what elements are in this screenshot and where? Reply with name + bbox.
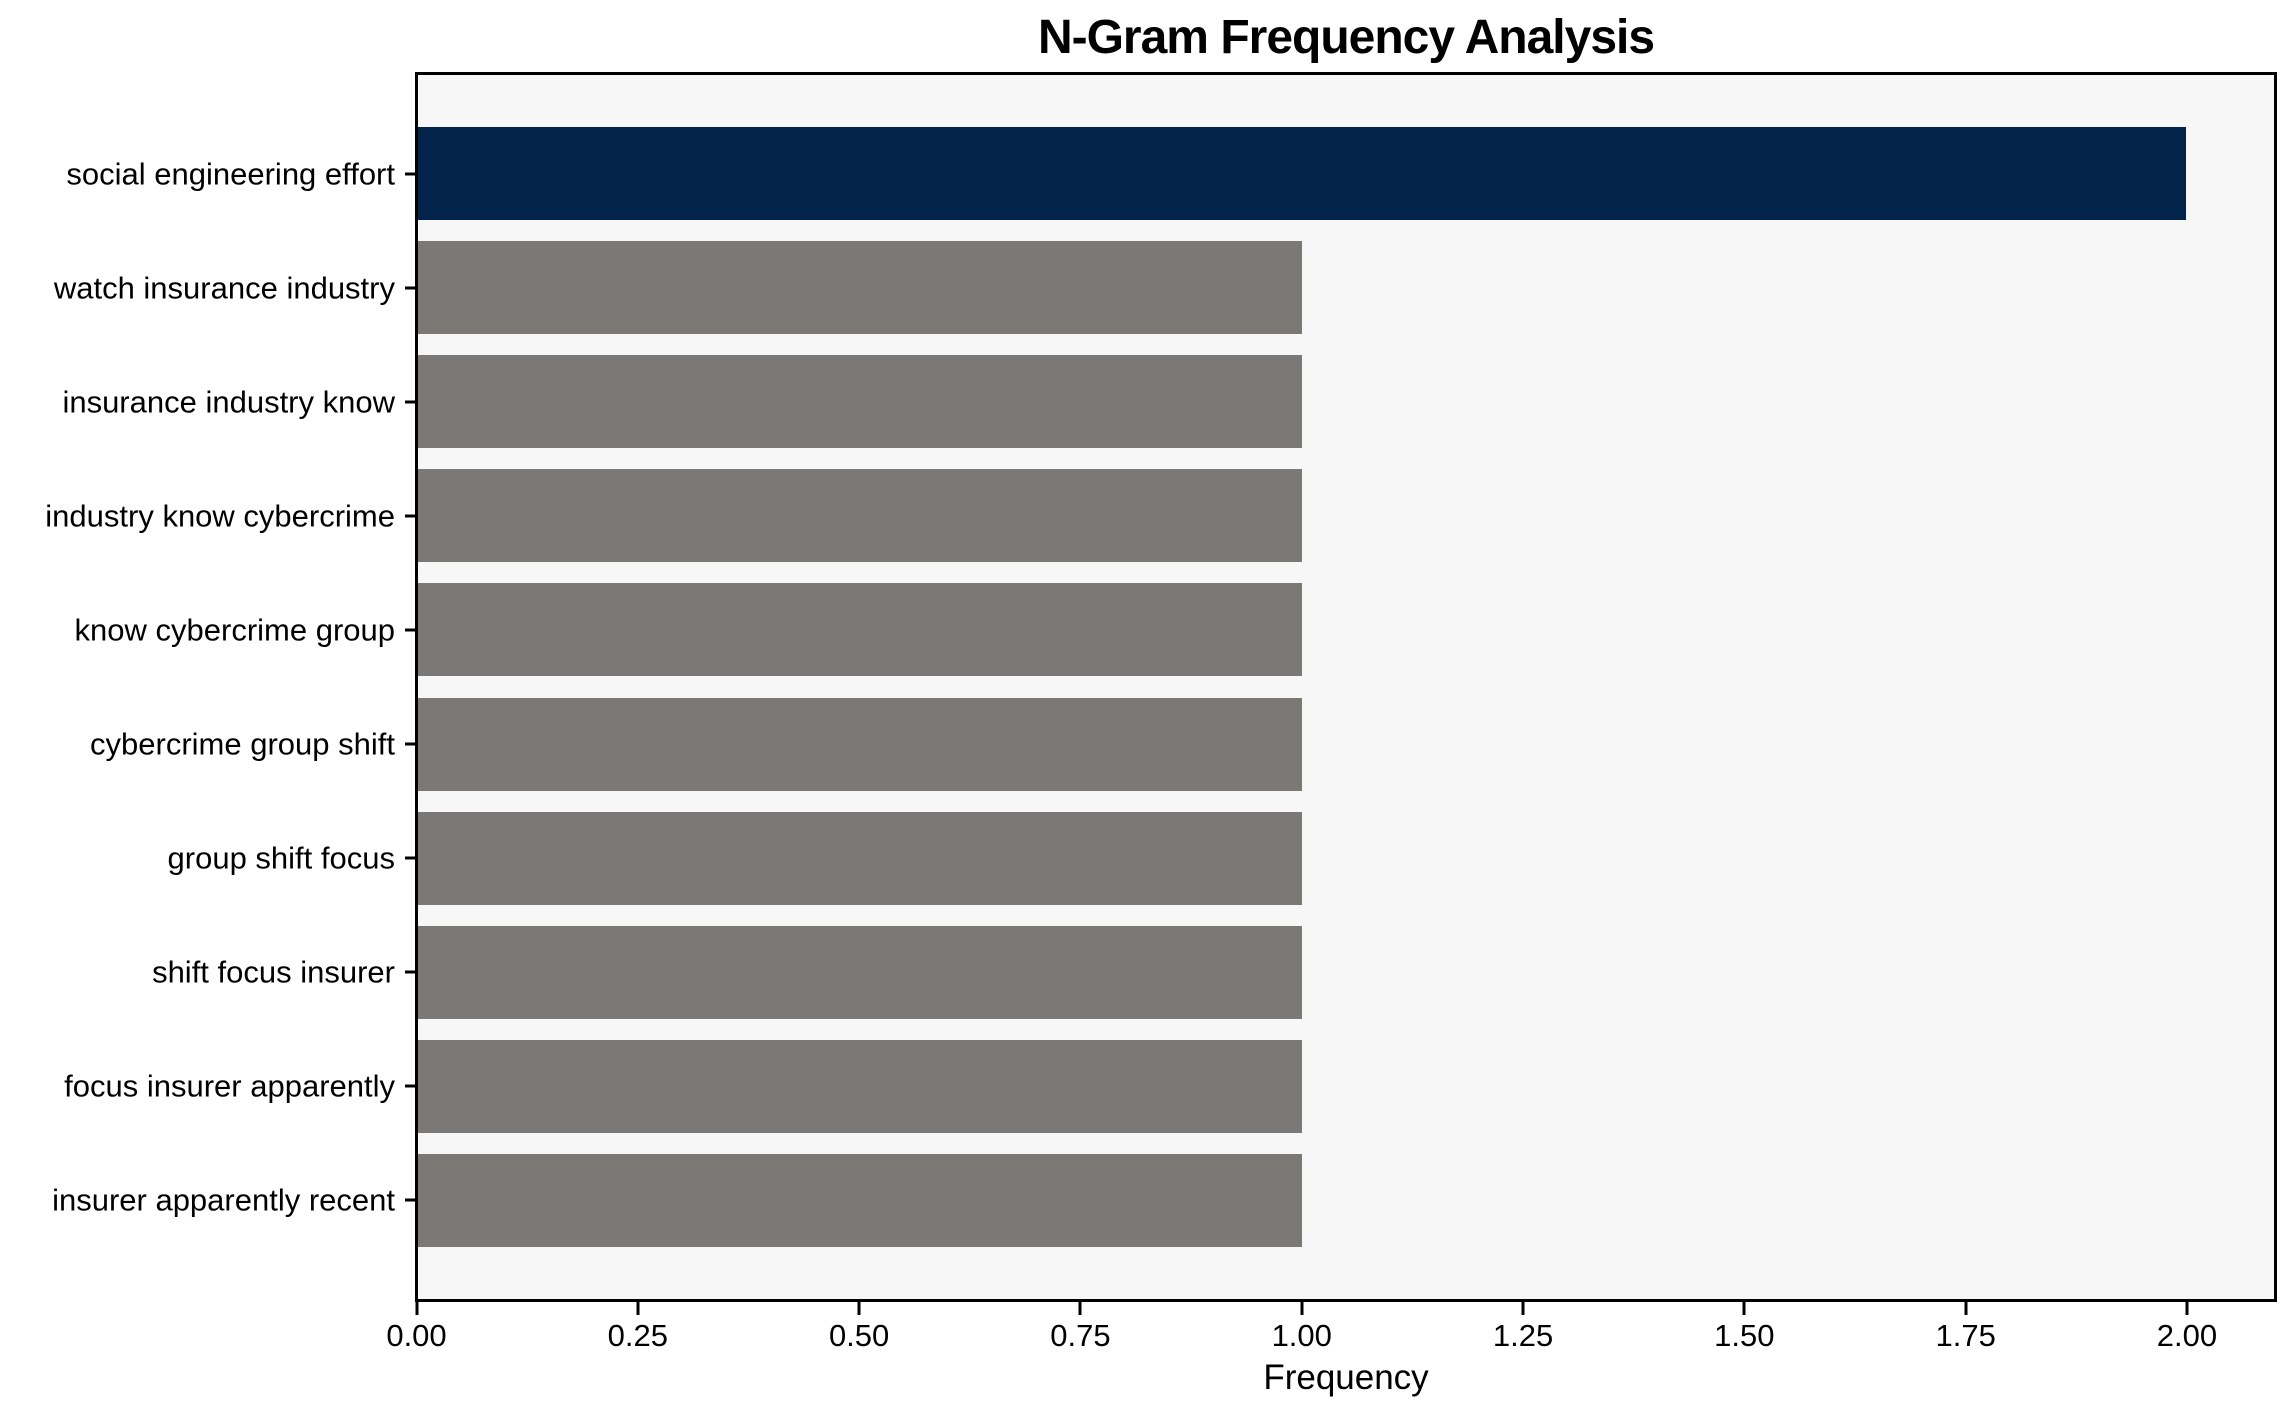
x-tick-label: 1.75 bbox=[1935, 1318, 1996, 1353]
y-tick-mark bbox=[405, 628, 415, 632]
x-tick-mark bbox=[1300, 1302, 1304, 1315]
y-tick-label: shift focus insurer bbox=[152, 954, 395, 990]
y-tick-mark bbox=[405, 1198, 415, 1202]
plot-area bbox=[415, 72, 2277, 1302]
y-tick-mark bbox=[405, 970, 415, 974]
y-tick-label: insurance industry know bbox=[62, 384, 395, 420]
y-tick-mark bbox=[405, 856, 415, 860]
x-tick-mark bbox=[1078, 1302, 1082, 1315]
x-axis-label: Frequency bbox=[1263, 1358, 1429, 1397]
x-tick-label: 1.50 bbox=[1714, 1318, 1775, 1353]
y-tick-label: industry know cybercrime bbox=[45, 498, 395, 534]
x-tick-mark bbox=[415, 1302, 418, 1315]
y-tick-label: social engineering effort bbox=[66, 156, 395, 191]
y-tick-mark bbox=[405, 742, 415, 746]
bar-insurer-apparently-recent bbox=[418, 1153, 1302, 1247]
bar-industry-know-cybercrime bbox=[418, 469, 1302, 563]
x-tick-mark bbox=[857, 1302, 861, 1315]
bar-shift-focus-insurer bbox=[418, 925, 1302, 1019]
x-tick-label: 0.50 bbox=[828, 1318, 890, 1353]
y-tick-mark bbox=[405, 286, 415, 290]
y-tick-label: group shift focus bbox=[167, 840, 395, 876]
y-tick-label: focus insurer apparently bbox=[64, 1068, 395, 1104]
x-tick-mark bbox=[1521, 1302, 1525, 1315]
y-tick-mark bbox=[405, 400, 415, 404]
x-tick-label: 2.00 bbox=[2156, 1318, 2218, 1353]
x-tick-mark bbox=[1964, 1302, 1968, 1315]
bar-focus-insurer-apparently bbox=[418, 1039, 1302, 1133]
bar-social-engineering-effort bbox=[418, 127, 2186, 220]
x-tick-label: 1.25 bbox=[1492, 1318, 1554, 1353]
bar-cybercrime-group-shift bbox=[418, 697, 1302, 791]
y-tick-label: cybercrime group shift bbox=[90, 726, 395, 762]
x-tick-label: 1.00 bbox=[1271, 1318, 1332, 1353]
y-tick-mark bbox=[405, 514, 415, 518]
bar-group-shift-focus bbox=[418, 811, 1302, 905]
y-tick-label: insurer apparently recent bbox=[52, 1182, 395, 1218]
bar-know-cybercrime-group bbox=[418, 583, 1302, 677]
bar-insurance-industry-know bbox=[418, 355, 1302, 449]
bars-container bbox=[418, 75, 2274, 1299]
x-tick-label: 0.00 bbox=[386, 1318, 447, 1353]
chart-title: N-Gram Frequency Analysis bbox=[1037, 11, 1655, 64]
y-tick-label: watch insurance industry bbox=[53, 270, 395, 306]
x-tick-label: 0.25 bbox=[607, 1318, 668, 1353]
x-tick-mark bbox=[2185, 1302, 2189, 1315]
x-tick-label: 0.75 bbox=[1050, 1318, 1111, 1353]
x-tick-mark bbox=[636, 1302, 640, 1315]
x-tick-mark bbox=[1742, 1302, 1746, 1315]
bar-watch-insurance-industry bbox=[418, 241, 1302, 335]
y-tick-mark bbox=[405, 1084, 415, 1088]
y-tick-label: know cybercrime group bbox=[74, 612, 395, 648]
y-tick-mark bbox=[405, 172, 415, 175]
